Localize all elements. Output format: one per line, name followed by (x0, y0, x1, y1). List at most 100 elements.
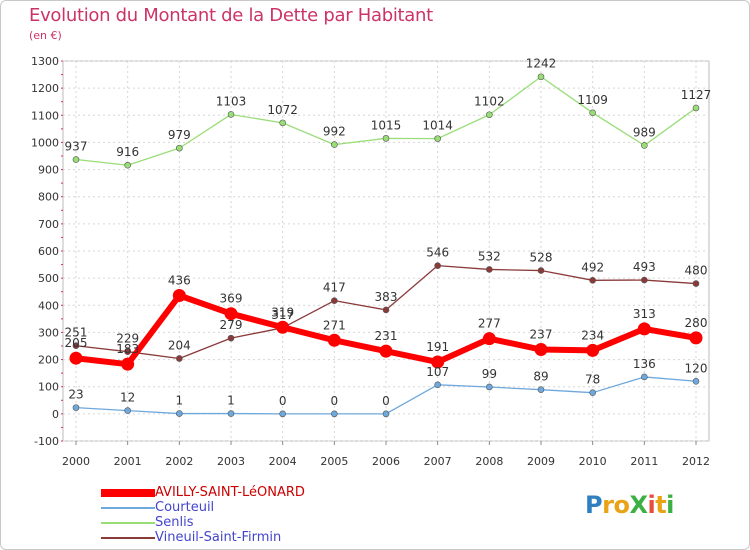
legend-label: Senlis (155, 515, 194, 530)
data-label: 12 (120, 391, 135, 405)
data-point (537, 73, 545, 81)
data-label: 78 (585, 373, 600, 387)
data-label: 191 (426, 340, 449, 354)
data-point (589, 389, 596, 396)
data-label: 319 (271, 305, 294, 319)
legend-swatch (101, 522, 155, 524)
data-label: 120 (685, 361, 708, 375)
data-point (692, 377, 700, 385)
y-tick-label: 300 (38, 326, 59, 339)
data-point (537, 267, 545, 274)
x-tick-label: 2001 (114, 455, 142, 468)
data-point (641, 142, 648, 149)
axis-layer: -100010020030040050060070080090010001100… (31, 55, 710, 468)
chart-title: Evolution du Montant de la Dette par Hab… (29, 5, 433, 26)
x-tick-label: 2012 (682, 455, 710, 468)
legend-swatch (101, 537, 155, 539)
data-point (589, 109, 596, 117)
y-tick-label: 400 (38, 299, 59, 312)
x-tick-label: 2008 (475, 455, 503, 468)
data-point (279, 410, 286, 418)
data-point (121, 357, 135, 371)
data-point (331, 410, 338, 418)
y-tick-label: 100 (38, 381, 59, 394)
data-label: 493 (633, 260, 656, 274)
data-point (69, 351, 83, 365)
data-label: 1103 (216, 94, 247, 108)
data-point (72, 156, 80, 163)
data-label: 107 (426, 365, 449, 379)
data-point (227, 334, 235, 342)
data-label: 0 (331, 394, 339, 408)
grid-layer (62, 60, 710, 442)
data-point (434, 381, 441, 389)
data-label: 0 (279, 394, 287, 408)
legend-label: AVILLY-SAINT-LéONARD (155, 485, 305, 500)
data-point (72, 342, 80, 350)
data-label: 1 (176, 394, 184, 408)
x-tick-label: 2004 (269, 455, 297, 468)
data-label: 317 (271, 308, 294, 322)
data-label: 1 (227, 394, 235, 408)
data-label: 1109 (577, 93, 608, 107)
data-label: 383 (375, 290, 398, 304)
data-label: 229 (116, 332, 139, 346)
data-label: 937 (65, 140, 88, 154)
data-label: 369 (220, 292, 243, 306)
legend-swatch (101, 507, 155, 509)
legend-label: Vineuil-Saint-Firmin (155, 530, 282, 545)
data-point (434, 262, 441, 269)
data-label: 989 (633, 125, 656, 139)
data-point (692, 104, 700, 112)
data-point (431, 355, 445, 369)
x-tick-label: 2010 (579, 455, 607, 468)
y-tick-label: 700 (38, 218, 59, 231)
logo-letter: X (629, 491, 648, 519)
logo-letter: i (647, 491, 656, 519)
data-point (224, 307, 238, 321)
y-tick-label: 600 (38, 245, 59, 258)
data-point (537, 386, 545, 394)
data-point (641, 373, 648, 381)
y-tick-label: 500 (38, 272, 59, 285)
data-point (124, 407, 131, 414)
data-label: 1015 (371, 118, 402, 132)
data-point (124, 161, 131, 169)
data-label: 280 (685, 316, 708, 330)
data-label: 271 (323, 318, 346, 332)
data-label: 237 (530, 328, 553, 342)
data-label: 417 (323, 281, 346, 295)
series-layer (69, 73, 703, 418)
data-label: 1014 (422, 119, 453, 133)
data-point (689, 331, 703, 345)
x-tick-label: 2007 (424, 455, 452, 468)
y-tick-label: 1100 (31, 109, 59, 122)
logo-letter: P (585, 491, 603, 519)
data-label: 979 (168, 128, 191, 142)
y-tick-label: -100 (34, 435, 59, 448)
data-point (176, 144, 183, 152)
data-label: 546 (426, 246, 449, 260)
data-label: 23 (68, 388, 83, 402)
logo-letter: t (655, 491, 667, 519)
data-label: 136 (633, 357, 656, 371)
data-point (589, 277, 596, 284)
data-point (482, 332, 496, 346)
data-label: 528 (530, 251, 553, 265)
data-label: 916 (116, 145, 139, 159)
data-point (276, 320, 290, 334)
data-point (72, 404, 80, 411)
data-label: 279 (220, 318, 243, 332)
data-point (331, 141, 338, 148)
data-point (279, 119, 286, 127)
data-point (172, 289, 186, 303)
logo-letter: i (666, 491, 674, 519)
y-tick-label: 1300 (31, 55, 59, 68)
data-label: 234 (581, 328, 604, 342)
x-tick-label: 2006 (372, 455, 400, 468)
legend-swatch (101, 489, 155, 497)
y-tick-label: 200 (38, 354, 59, 367)
